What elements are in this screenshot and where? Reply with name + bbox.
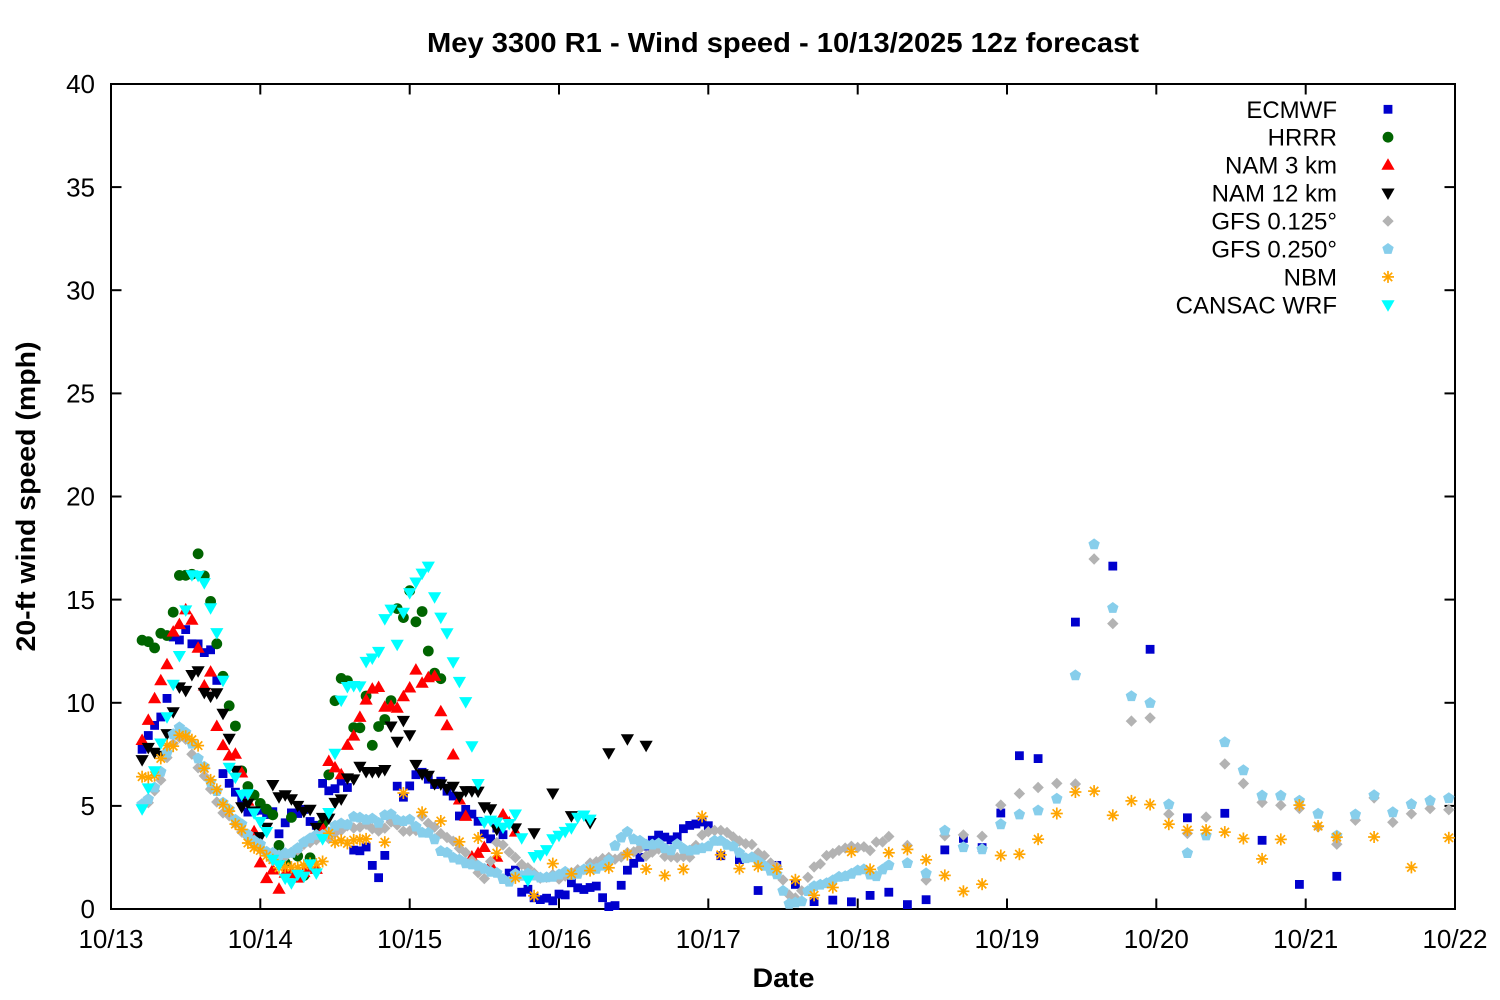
svg-text:NAM 12 km: NAM 12 km (1212, 181, 1337, 208)
svg-text:10/14: 10/14 (228, 924, 293, 954)
svg-text:ECMWF: ECMWF (1246, 97, 1337, 124)
svg-text:10/15: 10/15 (377, 924, 442, 954)
svg-text:Mey 3300 R1 - Wind speed - 10/: Mey 3300 R1 - Wind speed - 10/13/2025 12… (427, 27, 1139, 58)
svg-text:10: 10 (66, 688, 95, 718)
svg-text:30: 30 (66, 275, 95, 305)
svg-text:15: 15 (66, 585, 95, 615)
svg-text:10/16: 10/16 (526, 924, 591, 954)
svg-text:0: 0 (81, 894, 95, 924)
svg-text:10/22: 10/22 (1422, 924, 1487, 954)
svg-text:10/20: 10/20 (1124, 924, 1189, 954)
svg-text:10/21: 10/21 (1273, 924, 1338, 954)
svg-text:10/18: 10/18 (825, 924, 890, 954)
svg-text:10/17: 10/17 (676, 924, 741, 954)
svg-text:GFS 0.250°: GFS 0.250° (1211, 237, 1337, 264)
svg-text:NBM: NBM (1284, 264, 1337, 291)
svg-text:20-ft wind speed (mph): 20-ft wind speed (mph) (11, 342, 41, 652)
svg-text:NAM 3 km: NAM 3 km (1225, 153, 1337, 180)
svg-text:5: 5 (81, 791, 95, 821)
svg-text:35: 35 (66, 172, 95, 202)
svg-text:HRRR: HRRR (1268, 125, 1337, 152)
svg-text:25: 25 (66, 379, 95, 409)
svg-text:20: 20 (66, 482, 95, 512)
svg-text:40: 40 (66, 69, 95, 99)
svg-text:Date: Date (753, 963, 815, 993)
svg-text:10/13: 10/13 (78, 924, 143, 954)
svg-text:GFS 0.125°: GFS 0.125° (1211, 209, 1337, 236)
svg-text:CANSAC WRF: CANSAC WRF (1176, 292, 1337, 319)
svg-text:10/19: 10/19 (974, 924, 1039, 954)
